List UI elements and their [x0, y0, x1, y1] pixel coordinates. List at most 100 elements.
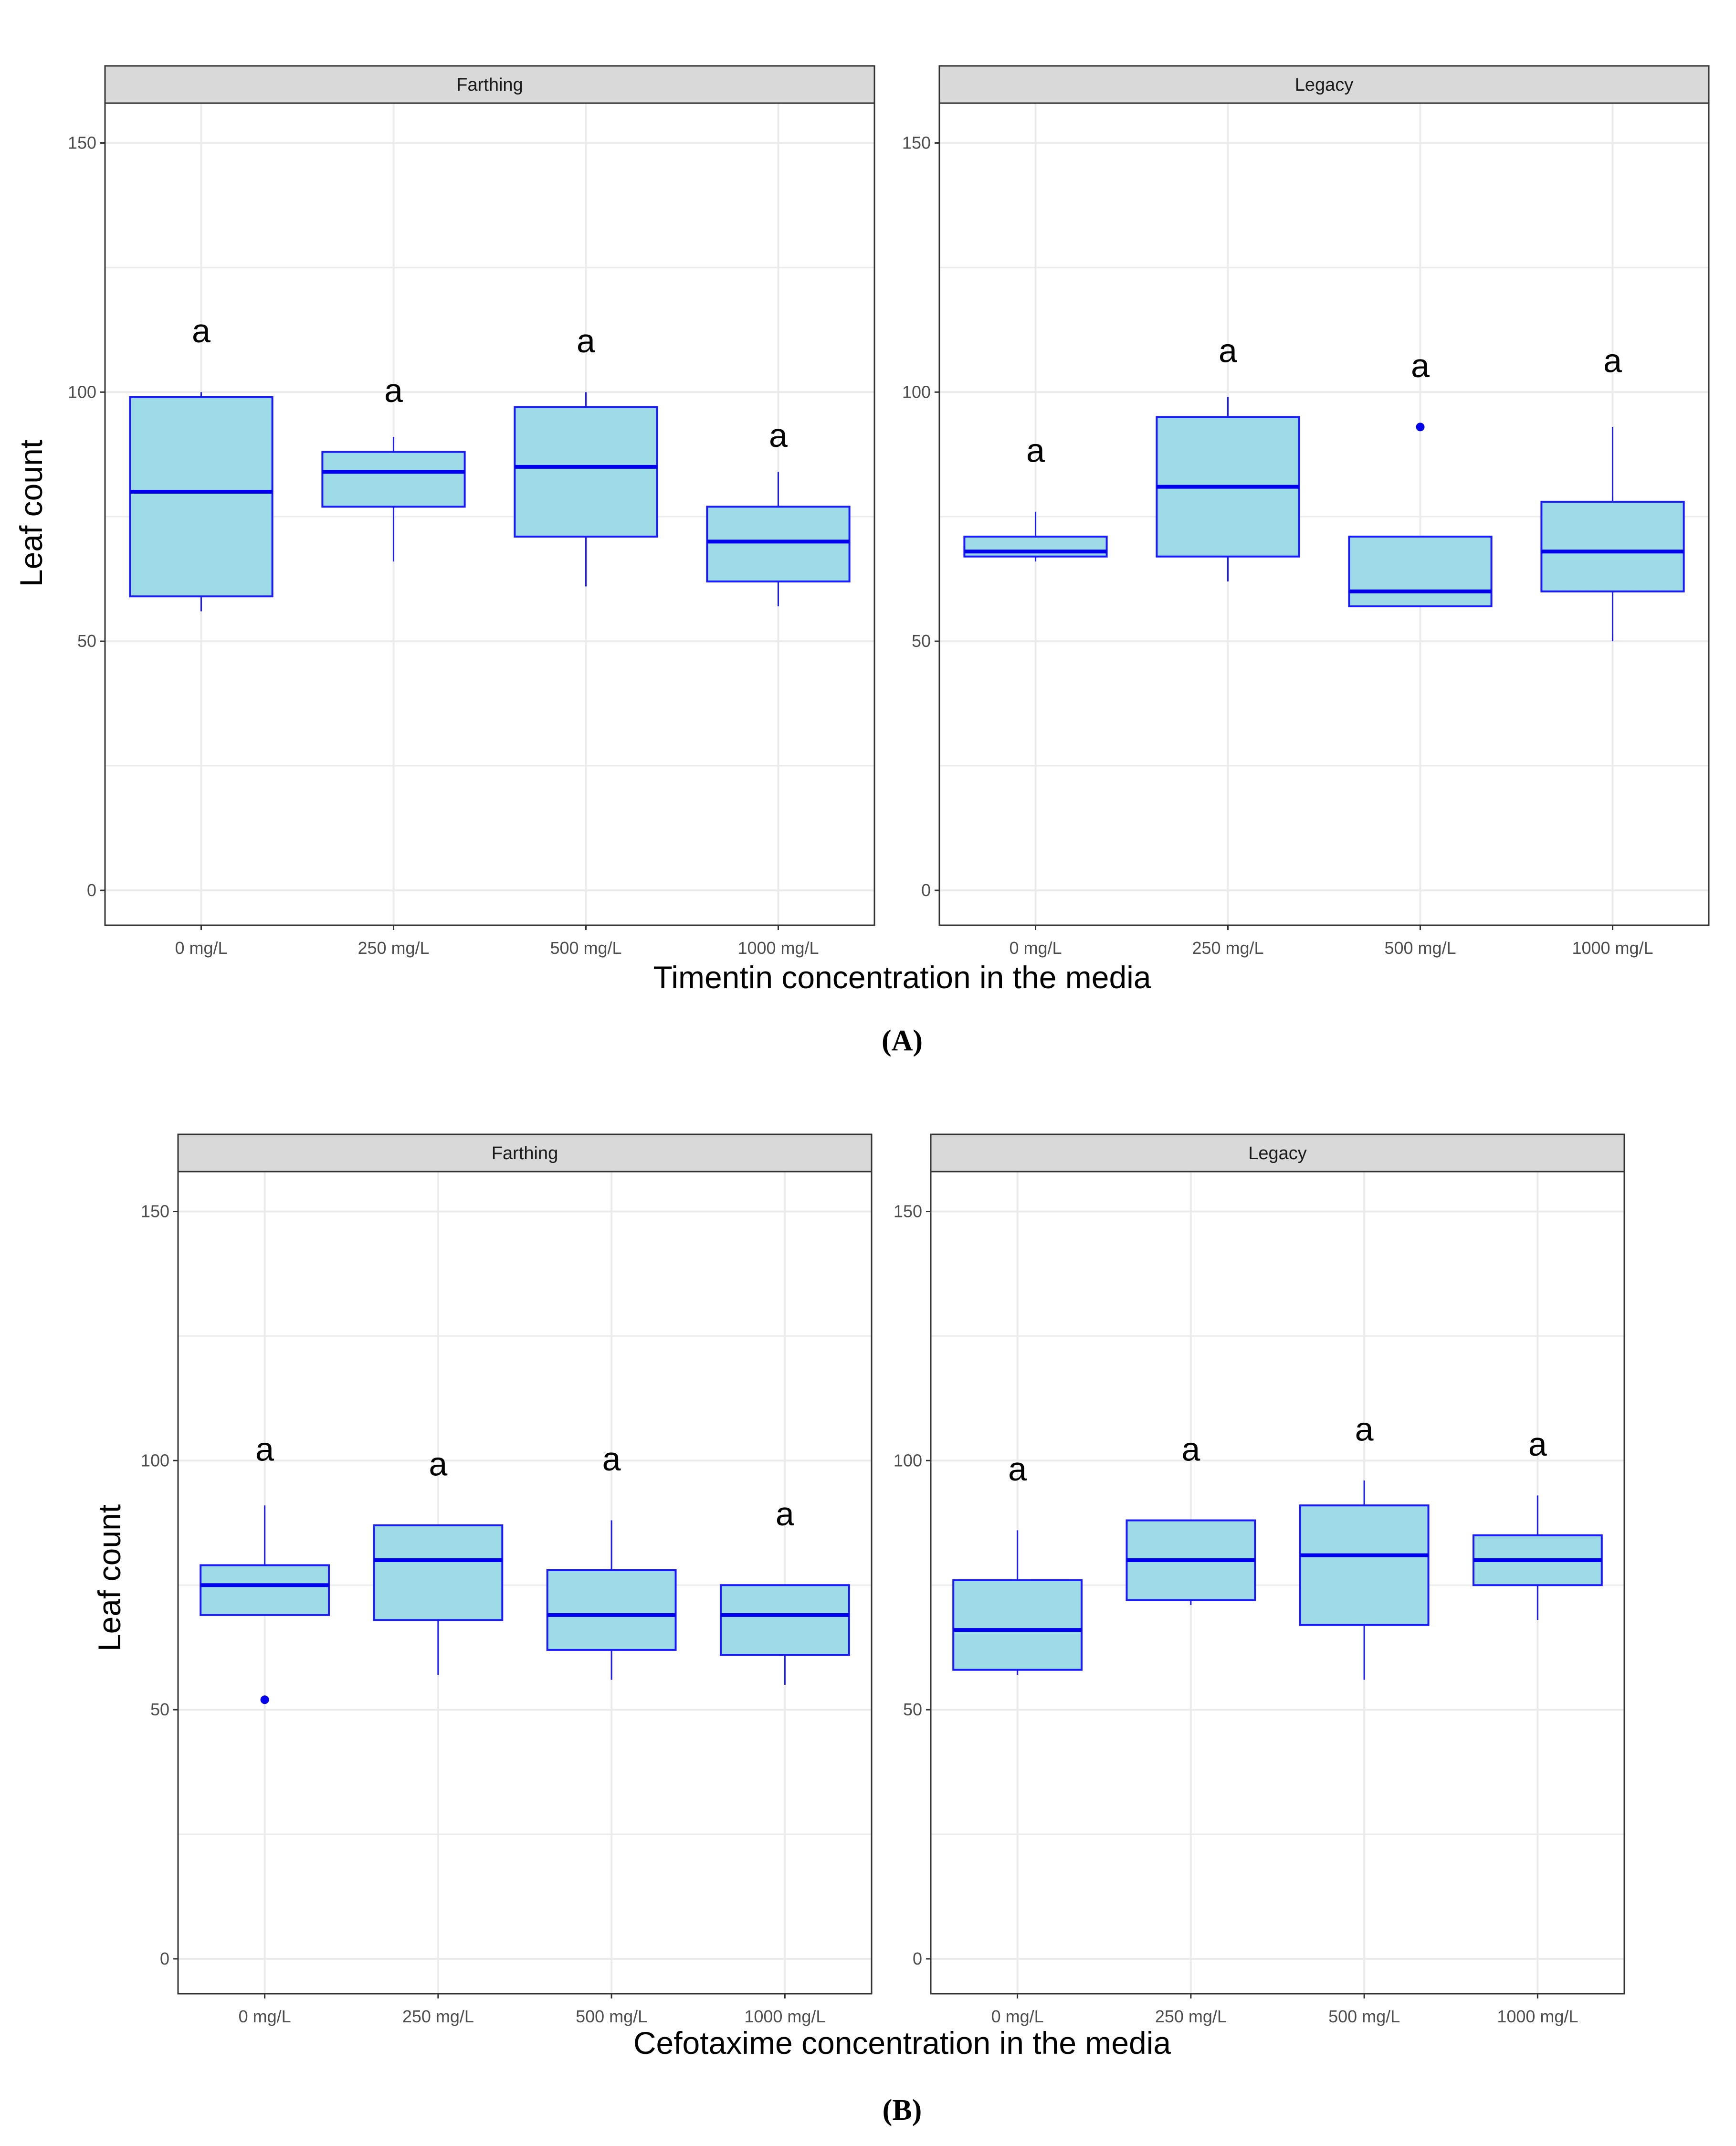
- facet-strip-label: Legacy: [1295, 75, 1354, 95]
- box-1000mgl: a: [1472, 1426, 1603, 1620]
- significance-letter: a: [1355, 1411, 1374, 1448]
- y-tick-label: 100: [894, 1450, 922, 1470]
- x-axis-title: Timentin concentration in the media: [653, 960, 1151, 995]
- box-iqr: [719, 1584, 850, 1656]
- box-iqr: [200, 1564, 330, 1616]
- significance-letter: a: [1603, 342, 1622, 380]
- y-tick-label: 100: [141, 1450, 169, 1470]
- y-tick-label: 0: [921, 880, 931, 900]
- significance-letter: a: [1026, 432, 1045, 469]
- facet-strip-label: Farthing: [456, 75, 523, 95]
- box-iqr: [546, 1569, 677, 1651]
- significance-letter: a: [384, 372, 403, 409]
- facet-farthing: Farthing 0 50 100 150 0 mg/L 250 mg/L 500 mg/L 1…: [141, 1133, 873, 2026]
- box-250mgl: a: [1126, 1430, 1256, 1605]
- x-tick-label: 250 mg/L: [402, 2007, 474, 2026]
- facet-strip: [938, 65, 1710, 104]
- box-iqr: [321, 451, 466, 508]
- box-iqr: [706, 506, 851, 582]
- significance-letter: a: [192, 312, 210, 349]
- x-tick-label: 1000 mg/L: [744, 2007, 825, 2026]
- box-iqr: [514, 406, 658, 538]
- y-axis-title: Leaf count: [13, 440, 49, 587]
- x-tick-label: 0 mg/L: [239, 2007, 291, 2026]
- box-iqr: [963, 535, 1108, 558]
- box-250mgl: a: [321, 372, 466, 562]
- panel-border: [177, 1171, 873, 1995]
- y-tick-label: 0: [87, 880, 96, 900]
- significance-letter: a: [1181, 1430, 1200, 1468]
- chart-cefotaxime: Leaf count Cefotaxime concentration in t…: [92, 1133, 1625, 2061]
- significance-letter: a: [776, 1495, 794, 1533]
- facet-legacy: Legacy 0 50 100 150 0 mg/L 250 mg/L 500 mg/L 100…: [894, 1133, 1625, 2026]
- y-tick-label: 150: [902, 133, 931, 152]
- x-tick-label: 0 mg/L: [1009, 938, 1062, 958]
- box-0mgl: a: [963, 432, 1108, 562]
- facet-strip: [930, 1133, 1625, 1173]
- y-tick-label: 50: [77, 631, 96, 651]
- box-1000mgl: a: [719, 1495, 850, 1685]
- box-iqr: [1540, 500, 1685, 592]
- box-500mgl: a: [546, 1440, 677, 1680]
- y-tick-label: 100: [902, 382, 931, 402]
- facet-strip: [177, 1133, 873, 1173]
- facet-strip-label: Legacy: [1248, 1143, 1307, 1163]
- significance-letter: a: [602, 1440, 621, 1478]
- significance-letter: a: [255, 1430, 274, 1468]
- box-0mgl: a: [200, 1430, 330, 1704]
- facet-strip-label: Farthing: [492, 1143, 558, 1163]
- y-tick-label: 0: [913, 1949, 922, 1968]
- y-tick-label: 150: [68, 133, 96, 152]
- box-1000mgl: a: [1540, 342, 1685, 642]
- y-tick-label: 150: [141, 1201, 169, 1221]
- box-iqr: [952, 1579, 1083, 1671]
- significance-letter: a: [429, 1446, 447, 1483]
- significance-letter: a: [1008, 1450, 1027, 1488]
- x-tick-label: 0 mg/L: [175, 938, 227, 958]
- facet-farthing: Farthing 0 50 100 150 0 mg/L 250 mg/L 500 mg/L 1…: [68, 65, 875, 958]
- box-250mgl: a: [373, 1446, 504, 1675]
- significance-letter: a: [1219, 332, 1237, 370]
- y-tick-label: 150: [894, 1201, 922, 1221]
- significance-letter: a: [1528, 1426, 1547, 1463]
- box-500mgl: a: [1299, 1411, 1430, 1680]
- outlier-point: [1416, 423, 1425, 432]
- x-axis-title: Cefotaxime concentration in the media: [633, 2025, 1171, 2061]
- y-tick-label: 50: [150, 1700, 169, 1719]
- x-tick-label: 0 mg/L: [991, 2007, 1044, 2026]
- x-tick-label: 500 mg/L: [1328, 2007, 1400, 2026]
- box-iqr: [1299, 1504, 1430, 1626]
- panel-label-b: (B): [883, 2094, 922, 2126]
- box-iqr: [129, 396, 274, 598]
- facet-strip: [104, 65, 875, 104]
- x-tick-label: 1000 mg/L: [737, 938, 819, 958]
- box-0mgl: a: [952, 1450, 1083, 1675]
- x-tick-label: 250 mg/L: [358, 938, 429, 958]
- box-0mgl: a: [129, 312, 274, 612]
- outlier-point: [260, 1695, 269, 1704]
- x-tick-label: 1000 mg/L: [1572, 938, 1653, 958]
- y-tick-label: 100: [68, 382, 96, 402]
- facet-legacy: Legacy 0 50 100 150 0 mg/L 250 mg/L 500 mg/L 100…: [902, 65, 1710, 958]
- panel-label-a: (A): [882, 1025, 923, 1057]
- box-500mgl: a: [1348, 347, 1493, 608]
- chart-timentin: Leaf count Timentin concentration in the…: [13, 65, 1710, 995]
- significance-letter: a: [1411, 347, 1430, 384]
- box-250mgl: a: [1156, 332, 1300, 581]
- x-tick-label: 500 mg/L: [1384, 938, 1456, 958]
- panel-border: [104, 102, 875, 926]
- panel-border: [938, 102, 1710, 926]
- panel-border: [930, 1171, 1625, 1995]
- y-axis-title: Leaf count: [92, 1504, 127, 1651]
- significance-letter: a: [769, 417, 788, 454]
- y-tick-label: 50: [903, 1700, 922, 1719]
- x-tick-label: 1000 mg/L: [1497, 2007, 1578, 2026]
- box-500mgl: a: [514, 322, 658, 587]
- box-iqr: [1348, 535, 1493, 608]
- x-tick-label: 250 mg/L: [1155, 2007, 1227, 2026]
- box-iqr: [373, 1524, 504, 1621]
- x-tick-label: 500 mg/L: [550, 938, 621, 958]
- y-tick-label: 50: [912, 631, 931, 651]
- box-1000mgl: a: [706, 417, 851, 607]
